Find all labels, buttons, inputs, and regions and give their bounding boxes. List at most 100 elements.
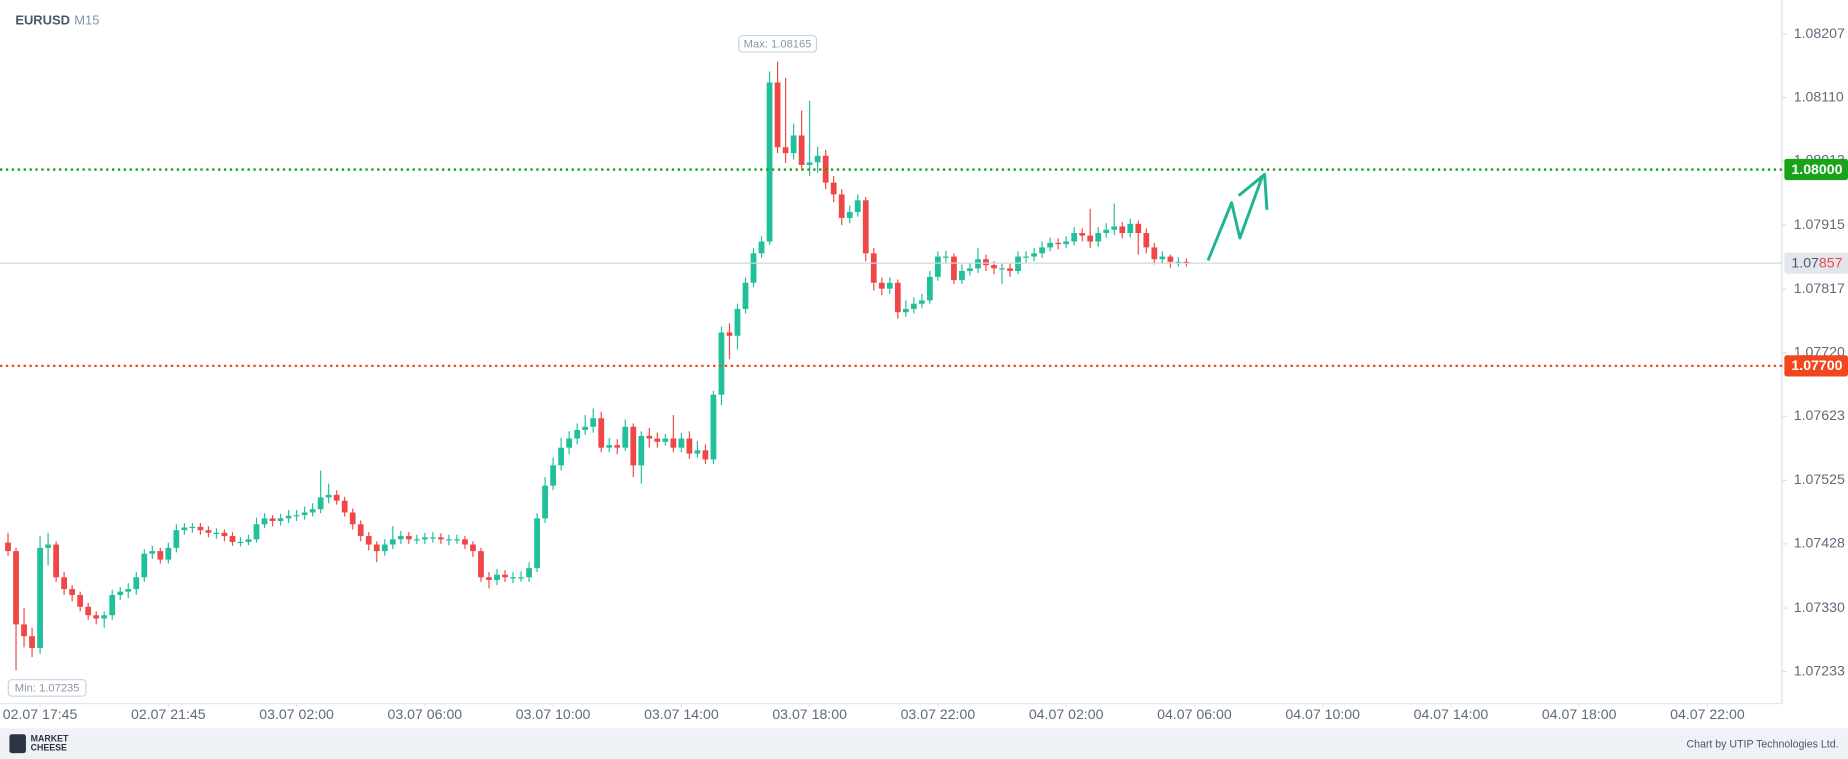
candle-body [918, 300, 925, 304]
candle-body [598, 418, 605, 448]
candle-body [397, 536, 404, 540]
candle-body [678, 438, 685, 448]
x-tick-label: 03.07 02:00 [259, 706, 334, 722]
candle-body [61, 577, 68, 590]
candle-body [325, 494, 332, 498]
candle-body [1119, 226, 1126, 234]
forecast-path [1206, 176, 1264, 262]
candle-body [686, 438, 693, 454]
candle-body [141, 553, 148, 578]
candle-body [1159, 256, 1166, 260]
candle-body [93, 615, 100, 619]
candle-body [1143, 233, 1150, 248]
candle-body [29, 636, 35, 648]
candle-body [494, 574, 500, 580]
candle-body [638, 435, 645, 466]
candle-body [975, 259, 981, 269]
candle-body [943, 256, 949, 258]
candle-body [1175, 261, 1182, 263]
candle-body [205, 530, 212, 533]
candle-body [389, 539, 396, 545]
candle-body [1111, 226, 1118, 230]
candle-body [165, 547, 172, 560]
candle-body [967, 268, 973, 271]
symbol: EURUSD [15, 13, 70, 28]
candle-body [109, 594, 116, 616]
candle-body [670, 438, 677, 448]
y-tick-label: 1.07428 [1794, 535, 1845, 551]
candle-body [462, 539, 468, 545]
candle-body [285, 515, 292, 519]
x-tick-label: 02.07 21:45 [131, 706, 206, 722]
candle-body [454, 539, 460, 541]
candle-body [654, 438, 661, 442]
candle-body [766, 82, 773, 242]
candle-body [534, 518, 540, 569]
candle-body [157, 551, 164, 560]
candle-body [718, 332, 725, 395]
candle-body [935, 256, 941, 277]
candle-body [213, 532, 220, 534]
candle-body [566, 438, 573, 448]
candle-body [846, 212, 853, 218]
candle-body [582, 426, 589, 431]
candle-body [1039, 247, 1045, 254]
candle-body [1055, 242, 1062, 245]
y-tick-label: 1.08207 [1794, 25, 1845, 41]
candle-body [1183, 261, 1190, 264]
x-tick-label: 04.07 02:00 [1029, 706, 1104, 722]
footer-bar [0, 728, 1848, 759]
candle-body [526, 568, 532, 578]
candle-body [269, 518, 276, 521]
candle-body [181, 527, 188, 531]
logo-line: CHEESE [31, 743, 67, 753]
candle-body [959, 270, 965, 281]
candle-body [510, 577, 516, 579]
candle-body [446, 539, 452, 541]
candle-body [438, 537, 444, 540]
candle-body [830, 182, 837, 195]
candle-body [590, 418, 597, 427]
candle-body [149, 551, 156, 554]
candle-body [69, 589, 76, 595]
candle-body [470, 544, 476, 552]
level-label: 1.08000 [1791, 161, 1842, 177]
y-tick-label: 1.08110 [1794, 88, 1844, 104]
candle-body [926, 276, 933, 301]
candle-body [606, 445, 613, 448]
candle-body [902, 308, 909, 313]
candle-body [237, 541, 244, 544]
candle-body [45, 544, 51, 548]
candle-body [405, 536, 412, 540]
logo: MARKET CHEESE [9, 733, 69, 754]
forecast-arrow [1206, 172, 1269, 262]
candle-body [333, 494, 340, 501]
candle-body [838, 194, 845, 218]
extreme-label: Max: 1.08165 [744, 38, 812, 50]
candle-body [878, 282, 885, 289]
candle-body [5, 542, 11, 552]
candle-body [518, 577, 524, 579]
candle-body [221, 532, 228, 537]
candle-body [1023, 256, 1029, 258]
candle-body [125, 589, 132, 592]
candle-body [758, 241, 765, 254]
x-tick-label: 03.07 14:00 [644, 706, 719, 722]
candle-body [1047, 242, 1054, 248]
candle-body [77, 594, 84, 607]
candle-body [357, 524, 364, 537]
candle-body [341, 500, 348, 513]
y-tick-label: 1.07623 [1794, 407, 1845, 423]
last-price-label: 1.07857 [1791, 254, 1842, 270]
y-tick-label: 1.07233 [1794, 662, 1845, 678]
candle-body [798, 135, 805, 165]
x-tick-label: 04.07 22:00 [1670, 706, 1745, 722]
candle-body [806, 162, 813, 165]
level-box [1784, 158, 1848, 181]
x-tick-label: 04.07 10:00 [1285, 706, 1360, 722]
logo-icon [9, 734, 26, 754]
level-label: 1.07700 [1791, 357, 1842, 373]
candle-body [421, 537, 428, 540]
